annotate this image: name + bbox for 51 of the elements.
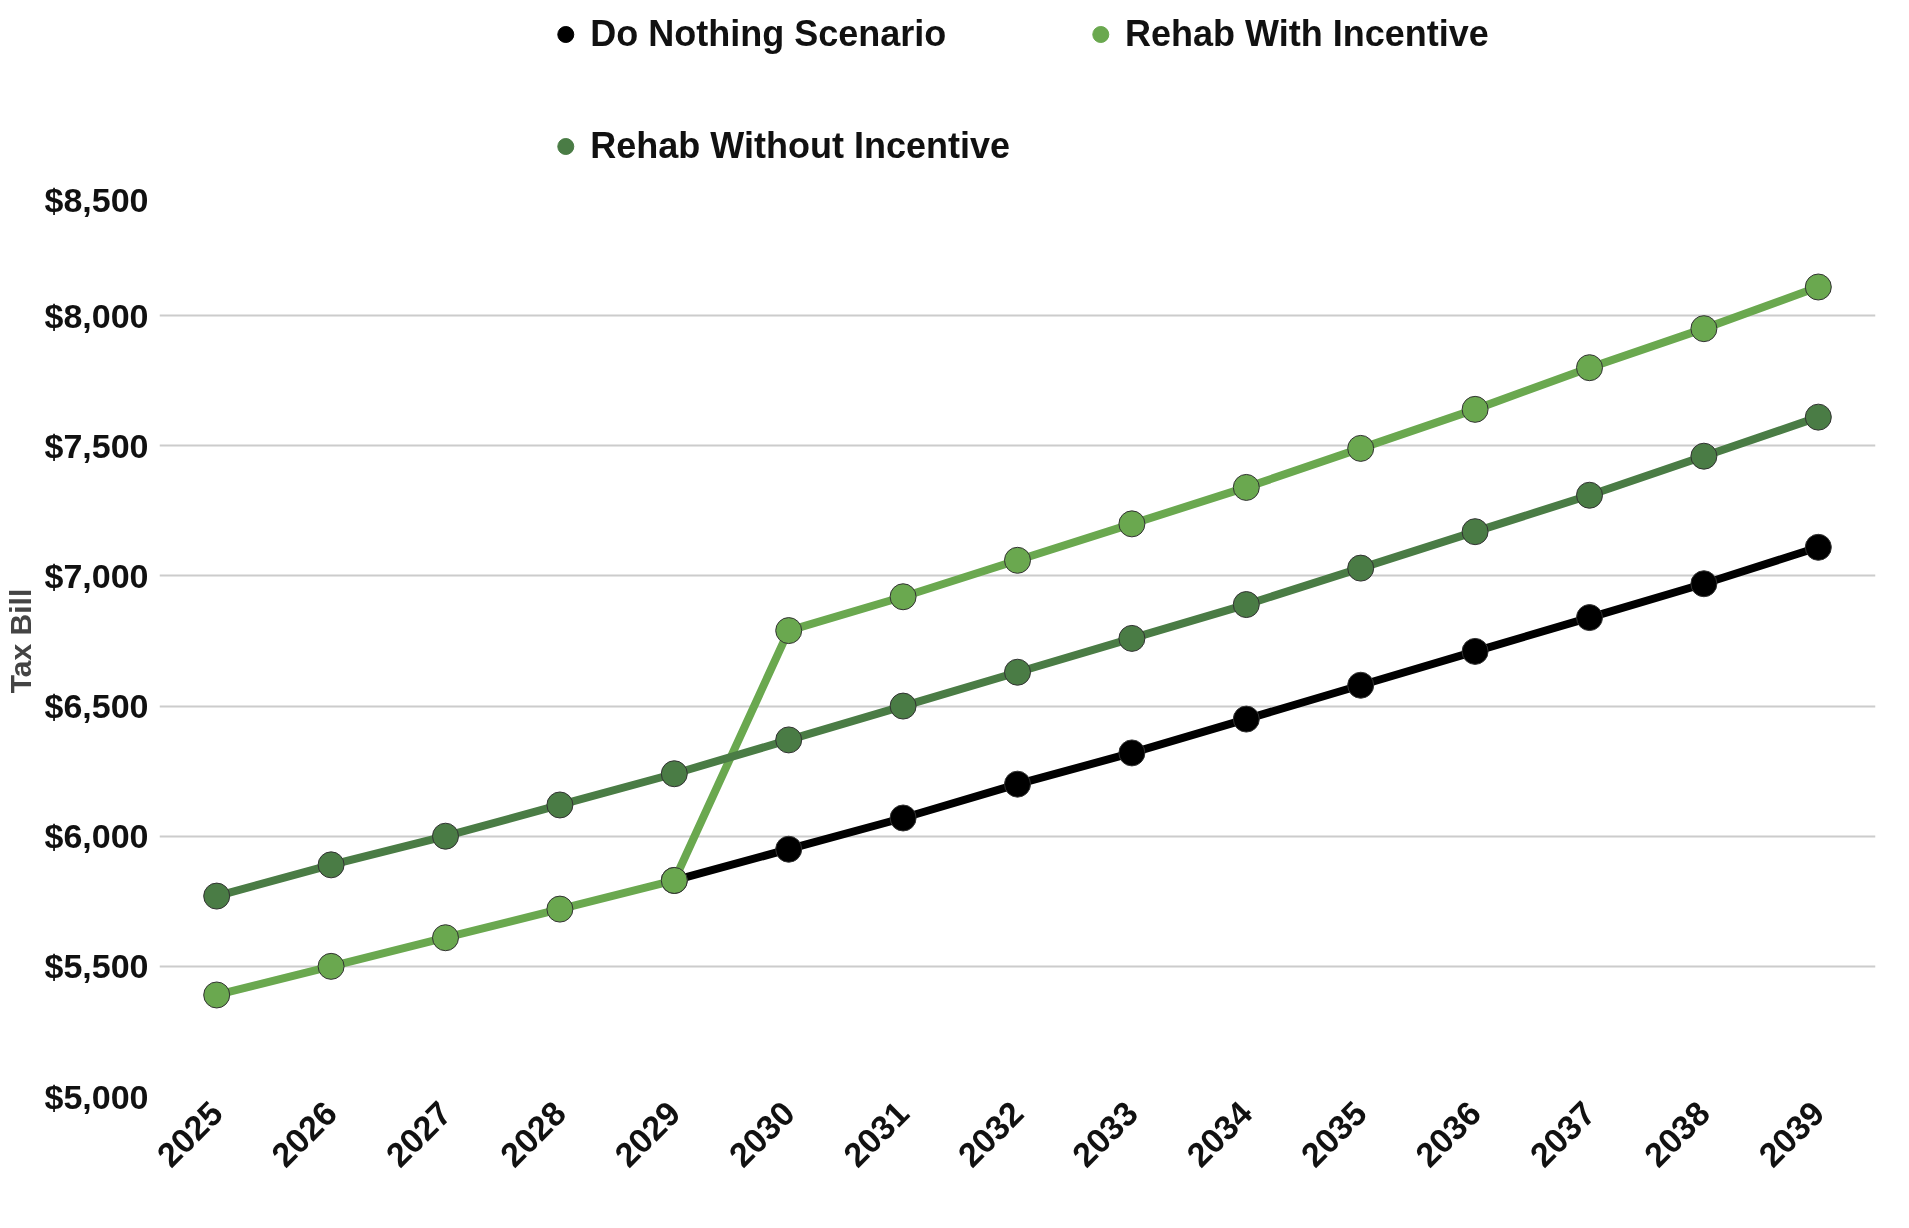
point: [1690, 570, 1718, 598]
point: [1576, 354, 1603, 382]
point: [889, 583, 917, 611]
y-tick-label: $8,500: [44, 180, 149, 219]
point: [1004, 546, 1031, 574]
y-tick-label: $7,000: [44, 556, 149, 595]
y-axis-title: Tax Bill: [3, 588, 37, 694]
point: [1004, 770, 1031, 798]
point: [203, 981, 231, 1009]
point: [1004, 658, 1031, 686]
legend-label: Rehab Without Incentive: [590, 125, 1010, 167]
y-tick-label: $8,000: [44, 296, 149, 335]
point: [1576, 481, 1603, 509]
legend-label: Do Nothing Scenario: [590, 13, 947, 55]
point: [1347, 434, 1375, 462]
y-tick-label: $6,500: [44, 687, 149, 726]
point: [1461, 637, 1489, 665]
point: [1804, 533, 1832, 561]
y-tick-label: $5,500: [44, 947, 149, 986]
point: [889, 804, 917, 832]
point: [1347, 554, 1375, 582]
point: [317, 851, 345, 879]
point: [317, 952, 345, 980]
point: [1804, 273, 1832, 301]
point: [203, 882, 231, 910]
point: [432, 924, 459, 952]
point: [1347, 671, 1375, 699]
point: [546, 791, 574, 819]
point: [1118, 510, 1146, 538]
point: [1804, 403, 1832, 431]
point: [1461, 518, 1489, 546]
point: [889, 692, 917, 720]
point: [1232, 473, 1260, 501]
point: [1690, 442, 1718, 470]
legend-label: Rehab With Incentive: [1124, 13, 1489, 55]
y-tick-label: $6,000: [44, 817, 149, 856]
point: [660, 760, 688, 788]
point: [775, 726, 803, 754]
point: [1232, 705, 1260, 733]
y-tick-label: $7,500: [44, 426, 149, 465]
point: [775, 617, 803, 645]
point: [1118, 624, 1146, 652]
y-tick-label: $5,000: [44, 1077, 149, 1116]
point: [546, 895, 574, 923]
point: [1461, 395, 1489, 423]
point: [1576, 604, 1603, 632]
point: [775, 835, 803, 863]
point: [1690, 315, 1718, 343]
point: [432, 822, 459, 850]
point: [1118, 739, 1146, 767]
point: [1232, 591, 1260, 619]
